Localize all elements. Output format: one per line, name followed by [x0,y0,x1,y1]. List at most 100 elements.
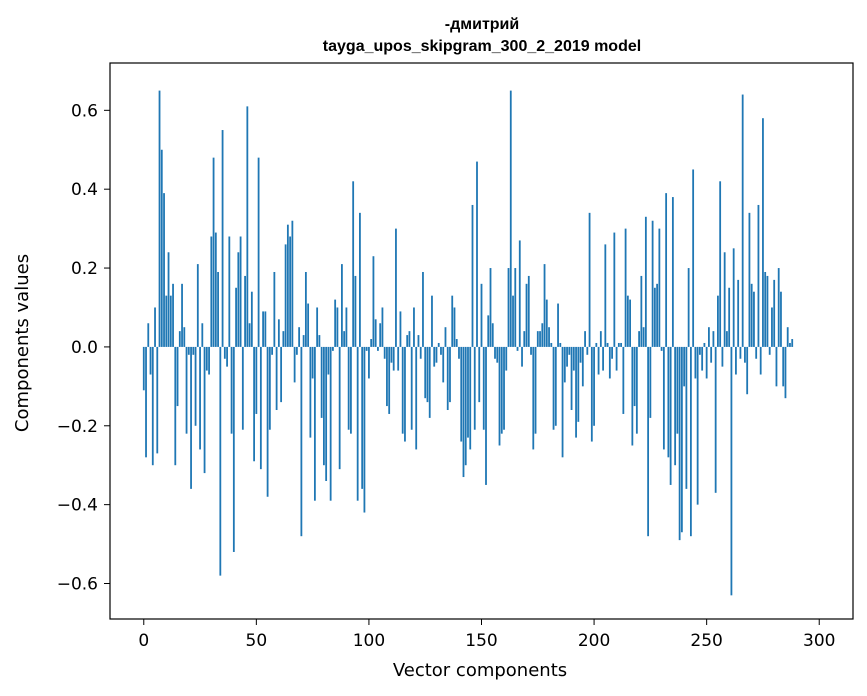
bar [579,346,582,363]
bar [298,327,301,347]
bar [775,346,778,387]
bar [230,346,233,434]
bar [685,346,688,489]
bar [147,323,150,347]
bar [622,346,625,414]
bar [530,346,532,355]
bar [608,346,611,379]
bar [406,335,409,347]
bar [498,346,501,446]
bar [721,346,724,367]
bar [343,331,346,347]
bar [735,346,737,375]
bar [401,346,404,434]
bar [674,346,677,466]
bar [313,346,316,501]
bar [271,346,274,355]
bar [669,346,672,485]
bar [626,295,629,347]
bar [500,346,503,434]
bar [665,193,668,347]
bar [550,342,553,347]
bar [388,346,391,414]
bar [383,346,386,359]
bar [701,346,704,371]
bar [473,346,476,430]
bar [350,346,352,434]
bar [458,346,460,359]
bar [507,268,510,347]
bar [293,346,296,383]
bar [201,323,204,347]
bar [219,346,222,576]
bar [235,287,237,347]
bar [482,346,485,430]
x-tick-label: 200 [578,631,610,651]
bar [676,346,679,434]
bar [160,149,163,347]
bar [277,319,280,347]
bar [647,346,650,537]
bar [559,342,562,347]
bar [746,346,749,395]
bar [617,342,620,347]
bar [156,346,159,454]
bar [615,346,618,371]
bar [780,291,782,347]
bar [534,346,537,434]
bar [408,331,411,347]
bar [753,291,755,347]
bar [692,169,695,347]
bar [361,346,364,489]
bar [356,346,359,501]
bar [347,346,350,430]
bar [268,346,271,430]
bar [523,331,526,347]
bar [422,271,424,347]
y-tick-label: −0.6 [57,575,98,595]
bar [518,240,521,347]
bar [651,220,654,347]
bar [228,236,231,347]
bar [613,232,616,347]
bar [149,346,152,375]
bar [334,299,337,347]
bar [446,346,449,411]
bar [593,346,595,426]
bar [698,346,701,355]
bar [426,346,429,403]
bar [329,346,332,501]
bar [232,346,235,552]
bar [226,346,228,367]
bar [509,90,512,347]
bar [178,331,181,347]
bar [239,236,242,347]
bar [703,342,706,347]
bar [282,331,285,347]
bar [291,220,294,347]
bar [667,346,670,458]
bar [307,303,310,347]
bar [512,295,514,347]
bar [419,346,422,359]
bar [196,264,199,347]
bar [642,327,645,347]
bar [381,307,384,347]
bar [480,283,483,347]
bar [590,346,593,442]
bar [572,346,575,371]
bar [311,346,314,379]
bar [604,244,607,347]
bar [791,339,794,347]
bar [338,346,341,470]
bar [584,331,586,347]
x-tick-label: 250 [690,631,722,651]
bar [433,346,436,367]
bar [359,212,361,347]
bar [629,299,632,347]
bar [194,346,197,426]
bar [190,346,192,489]
bar [257,157,260,347]
bar [784,346,787,399]
bar [786,327,789,347]
